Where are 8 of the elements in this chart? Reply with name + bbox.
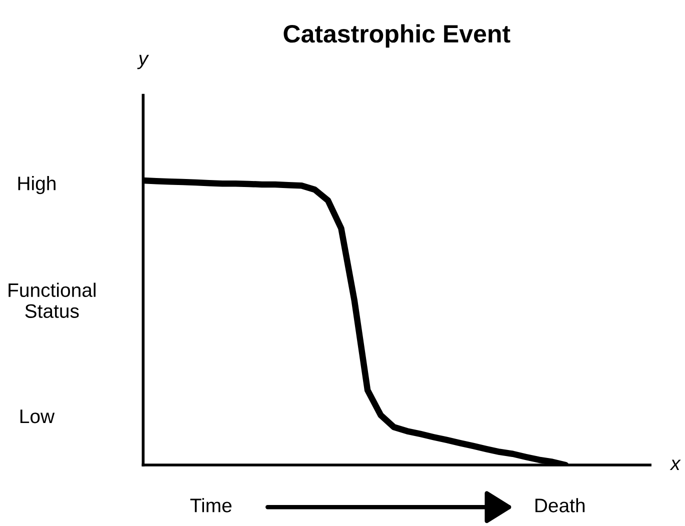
text: Low <box>20 410 55 424</box>
chart-title: Catastrophic Event <box>284 24 510 48</box>
text: Death <box>535 498 585 512</box>
text: Time <box>190 498 232 512</box>
text: y <box>137 54 150 70</box>
text: x <box>670 460 681 470</box>
text: High <box>18 176 56 194</box>
y-axis-title: Functional Status <box>8 282 96 318</box>
